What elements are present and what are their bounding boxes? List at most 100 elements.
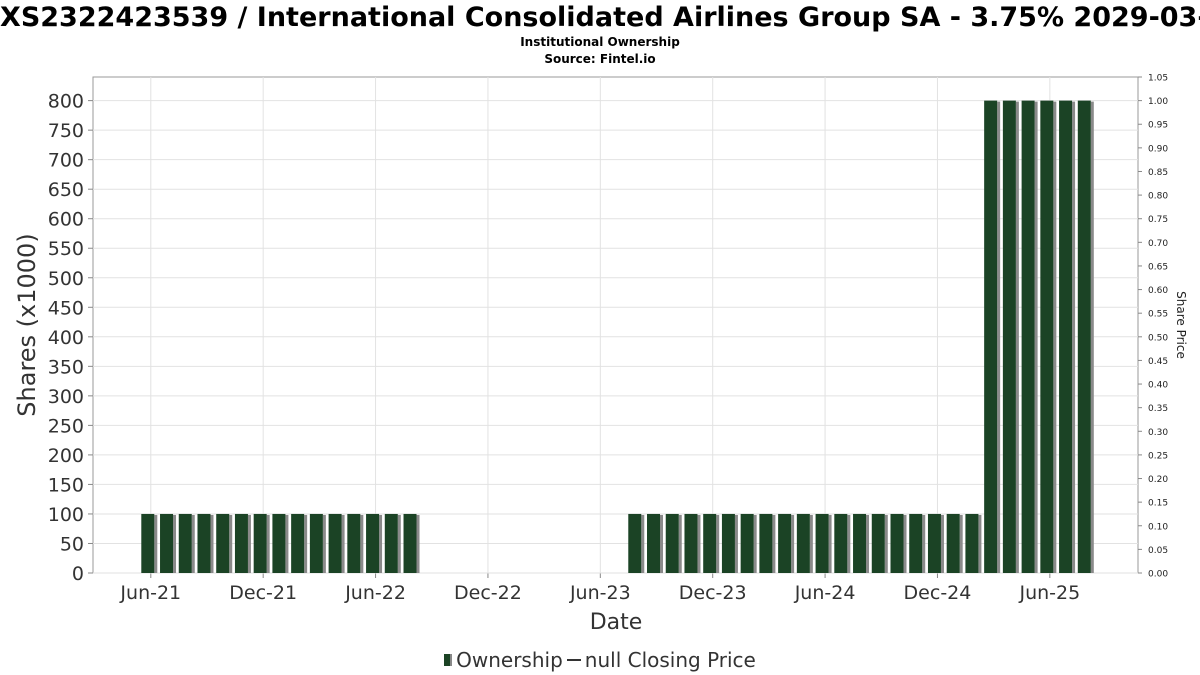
ownership-bar bbox=[853, 513, 867, 573]
y2-tick-label: 0.30 bbox=[1148, 428, 1168, 438]
ownership-bar-shadow bbox=[791, 514, 795, 573]
x-tick-label: Dec-24 bbox=[904, 582, 972, 604]
y2-tick-label: 0.05 bbox=[1148, 546, 1168, 556]
ownership-bar bbox=[890, 513, 904, 573]
ownership-bar bbox=[1077, 100, 1091, 573]
ownership-bar-shadow bbox=[753, 514, 757, 573]
ownership-bar-shadow bbox=[1090, 101, 1094, 573]
y2-tick-label: 0.80 bbox=[1148, 192, 1168, 202]
y2-tick-label: 0.40 bbox=[1148, 381, 1168, 391]
y-tick-label: 200 bbox=[48, 445, 84, 467]
ownership-bar-shadow bbox=[940, 514, 944, 573]
y2-tick-label: 0.55 bbox=[1148, 310, 1168, 320]
chart-subtitle: Institutional Ownership bbox=[520, 35, 680, 49]
x-tick-label: Jun-24 bbox=[794, 582, 856, 604]
ownership-bar-shadow bbox=[191, 514, 195, 573]
ownership-bar bbox=[815, 513, 829, 573]
closing-price-legend-label: null Closing Price bbox=[584, 648, 756, 672]
y2-tick-label: 0.35 bbox=[1148, 404, 1168, 414]
ownership-bar-shadow bbox=[959, 514, 963, 573]
ownership-bar bbox=[703, 513, 717, 573]
ownership-bar-shadow bbox=[1034, 101, 1038, 573]
plot-area bbox=[92, 76, 1139, 574]
chart-title: XS2322423539 / International Consolidate… bbox=[0, 2, 1200, 33]
ownership-bar bbox=[291, 513, 305, 573]
ownership-bar bbox=[759, 513, 773, 573]
ownership-bar-shadow bbox=[697, 514, 701, 573]
ownership-bar-shadow bbox=[641, 514, 645, 573]
ownership-bar-shadow bbox=[734, 514, 738, 573]
x-tick-label: Dec-23 bbox=[679, 582, 747, 604]
ownership-bar bbox=[403, 513, 417, 573]
y2-tick-label: 0.65 bbox=[1148, 262, 1168, 272]
ownership-bar bbox=[927, 513, 941, 573]
legend: Ownership null Closing Price bbox=[0, 648, 1200, 672]
ownership-legend-label: Ownership bbox=[456, 648, 563, 672]
y2-tick-label: 0.15 bbox=[1148, 499, 1168, 509]
y2-tick-label: 0.50 bbox=[1148, 333, 1168, 343]
y-tick-label: 750 bbox=[48, 120, 84, 142]
y2-tick-label: 1.00 bbox=[1148, 97, 1168, 107]
ownership-bar-shadow bbox=[978, 514, 982, 573]
x-tick-label: Jun-21 bbox=[119, 582, 181, 604]
ownership-bar bbox=[253, 513, 267, 573]
ownership-bar-shadow bbox=[304, 514, 308, 573]
ownership-bar-shadow bbox=[847, 514, 851, 573]
ownership-bar-shadow bbox=[416, 514, 420, 573]
y2-tick-label: 0.75 bbox=[1148, 215, 1168, 225]
ownership-bar bbox=[965, 513, 979, 573]
ownership-bar-shadow bbox=[716, 514, 720, 573]
y2-tick-label: 0.20 bbox=[1148, 475, 1168, 485]
y2-tick-label: 0.10 bbox=[1148, 522, 1168, 532]
y2-tick-label: 0.70 bbox=[1148, 239, 1168, 249]
ownership-bar-shadow bbox=[997, 101, 1001, 573]
ownership-legend-swatch bbox=[444, 654, 453, 666]
ownership-bar-shadow bbox=[866, 514, 870, 573]
y-axis-title: Shares (x1000) bbox=[13, 233, 41, 416]
ownership-bar bbox=[141, 513, 155, 573]
ownership-bar bbox=[778, 513, 792, 573]
ownership-bar-shadow bbox=[903, 514, 907, 573]
ownership-bar bbox=[197, 513, 211, 573]
ownership-bar-shadow bbox=[1072, 101, 1076, 573]
ownership-bar-shadow bbox=[922, 514, 926, 573]
y-tick-label: 250 bbox=[48, 415, 84, 437]
ownership-bar bbox=[328, 513, 342, 573]
closing-price-legend-line bbox=[566, 659, 581, 661]
y-tick-label: 600 bbox=[48, 209, 84, 231]
ownership-bar bbox=[366, 513, 380, 573]
y2-tick-label: 0.85 bbox=[1148, 168, 1168, 178]
y2-tick-label: 0.45 bbox=[1148, 357, 1168, 367]
ownership-bar-shadow bbox=[173, 514, 177, 573]
y-tick-label: 450 bbox=[48, 297, 84, 319]
ownership-bar-shadow bbox=[809, 514, 813, 573]
x-tick-label: Dec-21 bbox=[229, 582, 297, 604]
ownership-bar-shadow bbox=[154, 514, 158, 573]
chart-source: Source: Fintel.io bbox=[544, 52, 656, 66]
ownership-bar bbox=[384, 513, 398, 573]
y2-tick-label: 0.60 bbox=[1148, 286, 1168, 296]
y-tick-label: 100 bbox=[48, 504, 84, 526]
ownership-bar bbox=[984, 100, 998, 573]
x-tick-label: Dec-22 bbox=[454, 582, 522, 604]
ownership-bar bbox=[309, 513, 323, 573]
y-tick-label: 50 bbox=[60, 533, 84, 555]
ownership-bar-shadow bbox=[678, 514, 682, 573]
ownership-bar-shadow bbox=[379, 514, 383, 573]
ownership-bar bbox=[1040, 100, 1054, 573]
ownership-bar bbox=[684, 513, 698, 573]
ownership-bar bbox=[909, 513, 923, 573]
ownership-bar bbox=[721, 513, 735, 573]
x-tick-label: Jun-23 bbox=[569, 582, 631, 604]
y-tick-label: 300 bbox=[48, 386, 84, 408]
ownership-bar-shadow bbox=[285, 514, 289, 573]
ownership-bar-shadow bbox=[247, 514, 251, 573]
y-tick-label: 650 bbox=[48, 179, 84, 201]
ownership-bar-shadow bbox=[266, 514, 270, 573]
ownership-bar bbox=[628, 513, 642, 573]
x-tick-label: Jun-25 bbox=[1018, 582, 1080, 604]
ownership-bar-shadow bbox=[660, 514, 664, 573]
y2-tick-label: 0.25 bbox=[1148, 451, 1168, 461]
ownership-bar bbox=[216, 513, 230, 573]
ownership-bar-shadow bbox=[828, 514, 832, 573]
